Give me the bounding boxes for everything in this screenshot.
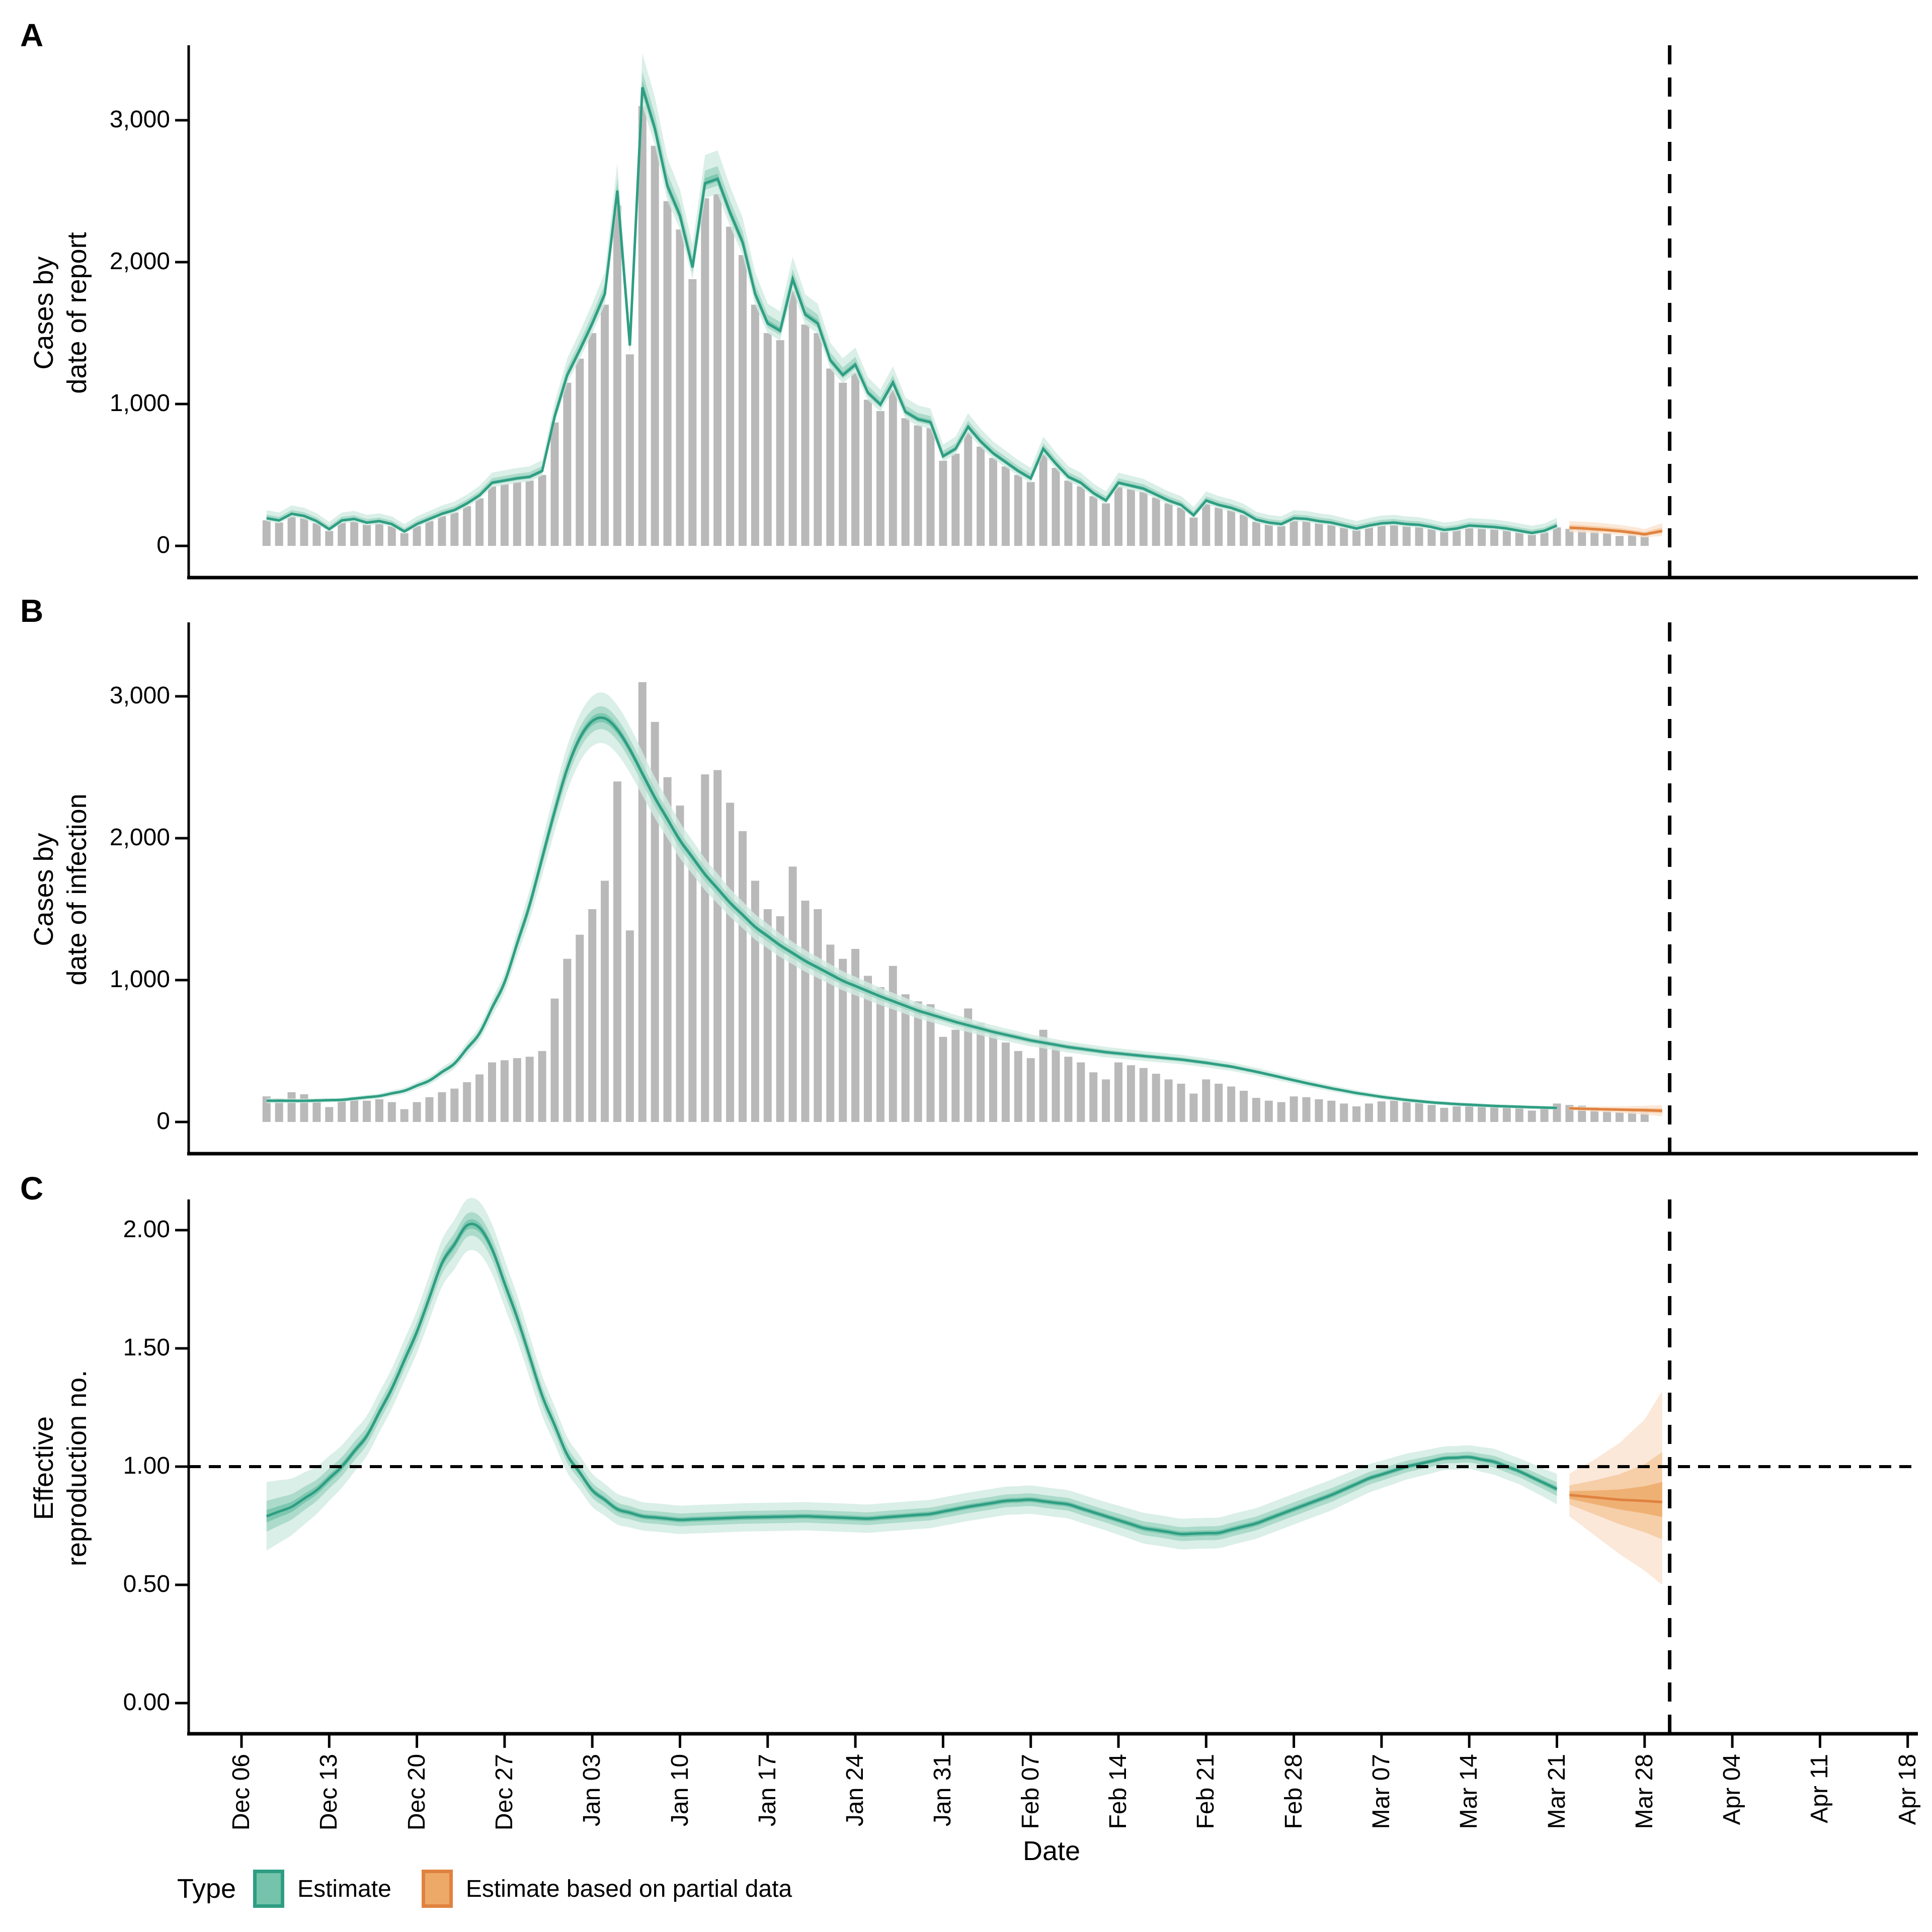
panel-c-plot xyxy=(175,1197,1918,1748)
y-tick-label: 0 xyxy=(156,1108,170,1135)
x-tick-label: Apr 04 xyxy=(1719,1754,1746,1825)
legend-label-partial: Estimate based on partial data xyxy=(465,1875,792,1902)
y-tick-label: 2,000 xyxy=(109,824,170,851)
y-tick-label: 3,000 xyxy=(109,682,170,709)
panel-a-letter: A xyxy=(20,17,44,53)
y-tick-label: 0 xyxy=(156,532,170,558)
x-tick-label: Feb 21 xyxy=(1192,1754,1220,1829)
x-tick-label: Feb 14 xyxy=(1105,1754,1132,1829)
x-tick-label: Mar 14 xyxy=(1456,1754,1483,1829)
x-tick-label: Jan 31 xyxy=(929,1754,956,1827)
reported-cases-bars xyxy=(262,106,1649,546)
estimate-ribbon xyxy=(266,1197,1558,1551)
panel-a-plot xyxy=(175,45,1918,580)
x-tick-label: Mar 28 xyxy=(1631,1754,1658,1829)
y-tick-label: 0.00 xyxy=(123,1689,170,1716)
reported-cases-bars xyxy=(262,682,1649,1122)
estimate-ribbon xyxy=(266,692,1557,1110)
legend-swatch-partial xyxy=(421,1870,453,1908)
y-tick-label: 2,000 xyxy=(109,248,170,275)
panel-b-plot xyxy=(175,622,1918,1156)
x-tick-label: Mar 21 xyxy=(1543,1754,1570,1829)
y-tick-label: 1.00 xyxy=(123,1453,170,1479)
y-tick-label: 3,000 xyxy=(109,106,170,133)
partial-estimate-ribbon xyxy=(1569,1105,1662,1116)
x-tick-label: Jan 24 xyxy=(842,1754,869,1827)
x-tick-label: Apr 18 xyxy=(1894,1754,1921,1825)
x-tick-label: Apr 11 xyxy=(1806,1754,1833,1823)
estimate-ribbon xyxy=(266,53,1558,536)
panel-c-letter: C xyxy=(20,1170,44,1206)
legend-label-estimate: Estimate xyxy=(297,1875,391,1902)
legend: Type Estimate Estimate based on partial … xyxy=(177,1865,792,1913)
y-tick-label: 1,000 xyxy=(109,390,170,417)
legend-swatch-estimate xyxy=(253,1870,285,1908)
panel-a-y-axis-title: Cases by date of report xyxy=(29,232,92,394)
partial-estimate-ribbon xyxy=(1569,521,1663,538)
y-tick-label: 2.00 xyxy=(123,1216,170,1243)
y-tick-label: 0.50 xyxy=(123,1571,170,1597)
panel-b-letter: B xyxy=(20,593,44,629)
legend-title: Type xyxy=(177,1874,236,1904)
y-tick-label: 1,000 xyxy=(109,966,170,993)
x-tick-label: Feb 28 xyxy=(1280,1754,1307,1829)
partial-estimate-ribbon xyxy=(1569,1391,1663,1585)
x-tick-label: Mar 07 xyxy=(1367,1754,1395,1829)
x-tick-label: Feb 07 xyxy=(1017,1754,1044,1829)
panel-b-y-axis-title: Cases by date of infection xyxy=(29,793,92,986)
x-axis-title: Date xyxy=(1022,1836,1081,1866)
y-tick-label: 1.50 xyxy=(123,1334,170,1361)
